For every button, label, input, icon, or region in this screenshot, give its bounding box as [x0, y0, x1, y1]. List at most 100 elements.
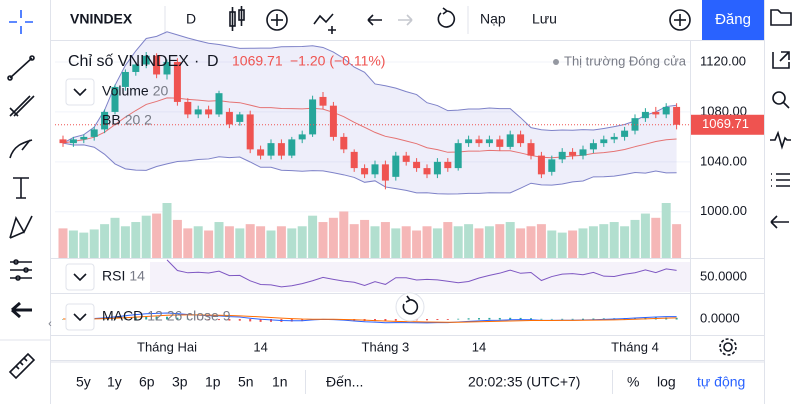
volume-bar: [100, 224, 110, 258]
log-toggle[interactable]: log: [657, 374, 676, 390]
candle-body: [537, 155, 545, 175]
candle-body: [579, 149, 587, 156]
volume-bar: [599, 224, 609, 258]
volume-bar: [380, 222, 390, 258]
y-tick-label: 1040.00: [700, 153, 747, 168]
volume-bar: [318, 222, 328, 258]
range-button[interactable]: 1p: [205, 374, 221, 390]
candle-body: [132, 64, 140, 72]
rsi-line: [166, 259, 677, 288]
reset-button[interactable]: [437, 7, 456, 28]
scroll-reset[interactable]: [402, 295, 419, 315]
volume-bar: [110, 217, 120, 258]
x-tick-label: Tháng 4: [611, 339, 659, 354]
candle-body: [329, 105, 337, 137]
indicator-params: 14: [129, 268, 145, 284]
candle-body: [184, 101, 192, 115]
volume-bar: [609, 222, 619, 258]
collapse-button[interactable]: [65, 78, 95, 106]
right-tools[interactable]: [770, 9, 792, 229]
volume-bar: [68, 230, 78, 258]
undo-button[interactable]: [367, 14, 382, 26]
add-indicator-button[interactable]: [266, 9, 288, 31]
macd-histogram: [634, 317, 636, 320]
volume-bar: [651, 217, 661, 258]
candle-body: [589, 143, 597, 150]
macd-histogram: [238, 319, 241, 321]
candle-body: [413, 161, 421, 169]
bb-upper: [62, 31, 677, 144]
bb-basis: [62, 97, 677, 159]
volume-bar: [183, 228, 193, 258]
interval-button[interactable]: D: [186, 11, 196, 27]
save-button[interactable]: Lưu: [532, 11, 557, 27]
range-button[interactable]: 5n: [238, 374, 254, 390]
candle-body: [506, 134, 514, 147]
candle-body: [610, 136, 618, 140]
volume-bar: [526, 226, 536, 258]
publish-label[interactable]: Đăng: [715, 11, 751, 28]
volume-bar: [557, 232, 567, 258]
indicator-params: 12 26 close 9: [147, 308, 230, 324]
volume-bar: [245, 224, 255, 258]
range-button[interactable]: 3p: [172, 374, 188, 390]
volume-bar: [339, 211, 349, 258]
range-button[interactable]: 5y: [76, 374, 91, 390]
range-button[interactable]: 1n: [272, 374, 288, 390]
volume-bar: [432, 228, 442, 258]
candle-body: [288, 139, 296, 156]
candle-body: [392, 155, 400, 177]
redo-button[interactable]: [398, 14, 413, 26]
indicator-name: MACD: [102, 308, 143, 324]
chart-type-button[interactable]: [229, 6, 245, 31]
x-tick-label: Tháng 3: [362, 339, 410, 354]
volume-bar: [443, 222, 453, 258]
collapse-button[interactable]: [65, 263, 95, 291]
indicator-name: BB: [102, 112, 121, 128]
interval: D: [207, 53, 219, 70]
candle-body: [319, 96, 327, 106]
macd-histogram: [301, 319, 304, 322]
range-button[interactable]: 6p: [139, 374, 155, 390]
candle-body: [496, 139, 504, 147]
left-tools[interactable]: [7, 10, 36, 380]
candle-body: [163, 61, 171, 75]
range-button[interactable]: 1y: [107, 374, 122, 390]
macd-tick-label: 0.0000: [700, 310, 740, 325]
percent-toggle[interactable]: %: [627, 374, 639, 390]
candle-body: [277, 143, 285, 156]
candle-body: [381, 164, 389, 181]
macd-histogram: [186, 318, 189, 320]
volume-bar: [578, 228, 588, 258]
macd-histogram: [166, 316, 168, 320]
settings-button[interactable]: [719, 338, 737, 356]
clock: 20:02:35 (UTC+7): [468, 374, 580, 390]
last-price-label: 1069.71: [702, 116, 749, 131]
candle-body: [433, 161, 441, 175]
candle-body: [101, 111, 109, 130]
macd-histogram: [675, 317, 678, 320]
candle-body: [558, 151, 566, 160]
volume-bar: [193, 226, 203, 258]
volume-bar: [235, 228, 245, 258]
volume-bar: [162, 203, 172, 258]
collapse-button[interactable]: [65, 303, 95, 331]
candle-body: [641, 111, 649, 119]
volume-bar: [484, 226, 494, 258]
indicator-legend: Volume 20 BB 20 2 RSI 14 MACD 12 26 close 9: [65, 78, 231, 331]
volume-bar: [328, 217, 338, 258]
macd-histogram: [155, 316, 158, 320]
volume-bar: [620, 226, 630, 258]
volume-bar: [401, 226, 411, 258]
auto-toggle[interactable]: tự động: [697, 374, 745, 390]
publish-button[interactable]: [702, 0, 764, 40]
goto-button[interactable]: Đến...: [326, 374, 363, 390]
candle-body: [267, 143, 275, 156]
volume-bar: [308, 215, 318, 258]
macd-histogram: [509, 317, 512, 320]
add-button[interactable]: [669, 9, 691, 31]
symbol[interactable]: VNINDEX: [70, 11, 133, 27]
candle-body: [215, 93, 223, 115]
load-button[interactable]: Nạp: [480, 11, 506, 27]
indicators-button[interactable]: [313, 13, 336, 34]
